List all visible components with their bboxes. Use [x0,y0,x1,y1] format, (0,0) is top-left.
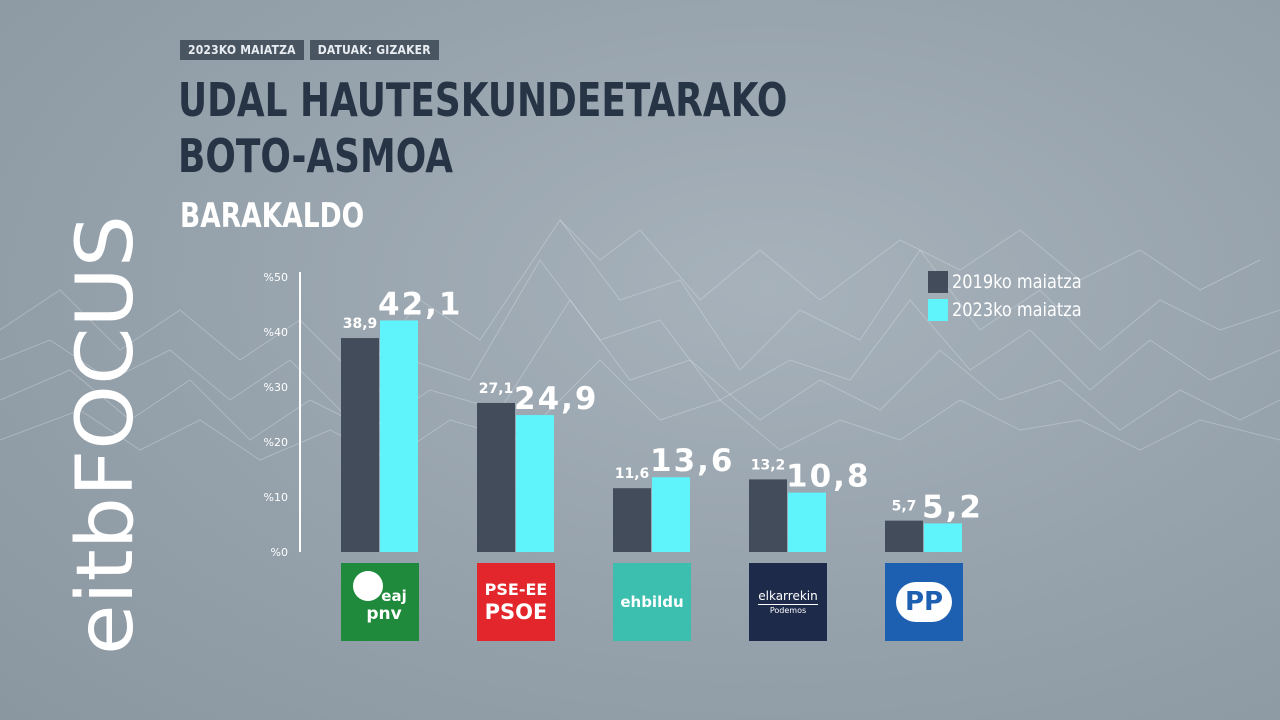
bar-2019 [749,479,787,552]
title-line-1: UDAL HAUTESKUNDEETARAKO [178,73,788,127]
party-logo-pp: PP [885,563,963,641]
party-logo-line: pnv [366,603,402,624]
bar-2023 [652,477,690,552]
legend-swatch-2023 [928,299,948,321]
location-subtitle: BARAKALDO [180,196,365,236]
legend-item-2023: 2023ko maiatza [928,296,1104,324]
party-logo-pse-psoe: PSE-EE PSOE [477,563,555,641]
party-logo-line: elkarrekin [758,588,818,605]
bar-2019 [613,488,651,552]
header-tags: 2023KO MAIATZA DATUAK: GIZAKER [180,40,439,60]
y-tick-label: %20 [264,436,288,449]
bar-2019 [885,520,923,552]
party-logo-eaj-pnv: eaj pnv [341,563,419,641]
chart-legend: 2019ko maiatza 2023ko maiatza [928,268,1104,324]
source-tag: DATUAK: GIZAKER [309,40,439,60]
data-label-2019: 27,1 [479,381,514,397]
data-label-2019: 11,6 [615,466,650,482]
data-label-2019: 5,7 [892,499,917,515]
data-label-2019: 38,9 [343,316,378,332]
y-tick-label: %50 [264,271,288,284]
y-tick-label: %40 [264,326,288,339]
date-tag: 2023KO MAIATZA [180,40,304,60]
bar-2019 [341,338,379,552]
party-logo-line: PP [896,582,952,622]
eaj-pnv-emblem-icon [353,570,383,601]
data-label-2023: 24,9 [514,381,599,417]
bar-2023 [924,523,962,552]
party-logo-ehbildu: ehbildu [613,563,691,641]
legend-label-2019: 2019ko maiatza [952,271,1082,293]
bar-2023 [380,320,418,552]
page-title: UDAL HAUTESKUNDEETARAKO BOTO-ASMOA [178,72,787,184]
y-tick-label: %30 [264,381,288,394]
party-logo-line: PSOE [484,600,548,624]
bar-2019 [477,402,515,552]
party-logo-elkarrekin: elkarrekin Podemos [749,563,827,641]
data-label-2023: 42,1 [378,286,463,322]
party-logo-line: eaj [381,586,407,605]
legend-swatch-2019 [928,271,948,293]
data-label-2023: 10,8 [786,459,871,495]
party-logo-line: ehbildu [620,593,684,611]
legend-label-2023: 2023ko maiatza [952,299,1082,321]
eitb-focus-logo-text: eitbFOCUS [62,215,151,655]
data-label-2023: 13,6 [650,443,735,479]
title-line-2: BOTO-ASMOA [178,129,454,183]
legend-item-2019: 2019ko maiatza [928,268,1104,296]
eitb-focus-logo: eitbFOCUS [62,215,151,655]
data-label-2023: 5,2 [922,489,983,525]
party-logo-line: Podemos [769,605,807,615]
y-tick-label: %10 [264,491,288,504]
party-logo-line: PSE-EE [484,580,548,599]
y-tick-label: %0 [271,546,288,559]
bar-2023 [516,415,554,552]
bar-2023 [788,492,826,552]
data-label-2019: 13,2 [751,457,786,473]
